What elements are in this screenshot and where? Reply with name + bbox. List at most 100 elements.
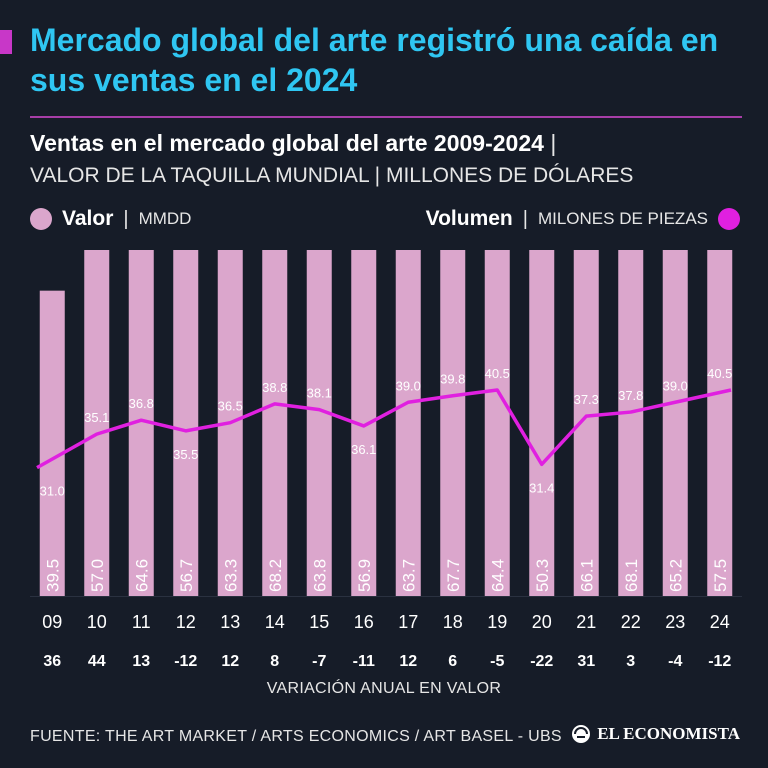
annual-change-15: -7 (312, 653, 326, 670)
volume-label-21: 37.3 (574, 392, 599, 407)
bar-value-label-18: 67.7 (444, 559, 463, 592)
bar-value-20 (529, 250, 555, 596)
bar-value-09 (39, 290, 65, 596)
legend-value-name: Valor (62, 207, 114, 230)
bar-value-10 (84, 250, 110, 596)
publisher-name: EL ECONOMISTA (597, 724, 740, 743)
legend-value-separator: | (123, 207, 129, 230)
x-tick-label-14: 14 (265, 612, 285, 632)
bar-value-17 (395, 250, 421, 596)
legend-volume-name: Volumen (425, 207, 513, 230)
x-tick-label-23: 23 (665, 612, 685, 632)
volume-label-15: 38.1 (307, 386, 332, 401)
x-tick-label-09: 09 (42, 612, 62, 632)
volume-label-17: 39.0 (396, 378, 421, 393)
volume-label-22: 37.8 (618, 388, 643, 403)
bar-value-18 (440, 250, 466, 596)
bar-value-label-11: 64.6 (132, 559, 151, 592)
legend-volume-separator: | (522, 207, 528, 230)
bar-value-label-10: 57.0 (88, 559, 107, 592)
annual-change-20: -22 (530, 653, 553, 670)
legend-volume-swatch-icon (718, 208, 740, 230)
subtitle-separator: | (550, 130, 557, 156)
volume-label-23: 39.0 (663, 378, 688, 393)
annual-change-22: 3 (626, 653, 635, 670)
headline: Mercado global del arte registró una caí… (30, 22, 719, 98)
bar-value-label-22: 68.1 (622, 559, 641, 592)
headline-accent-bar (0, 30, 12, 54)
bar-value-label-21: 66.1 (577, 559, 596, 592)
publisher-logo: EL ECONOMISTA (571, 724, 740, 744)
annual-change-11: 13 (132, 653, 150, 670)
bar-value-label-23: 65.2 (666, 559, 685, 592)
chart-area: 39.5093657.0104464.6111356.712-1263.3131… (30, 250, 742, 670)
bar-value-label-09: 39.5 (43, 559, 62, 592)
annual-change-18: 6 (448, 653, 457, 670)
volume-label-16: 36.1 (351, 442, 376, 457)
volume-label-10: 35.1 (84, 410, 109, 425)
x-tick-label-22: 22 (621, 612, 641, 632)
bar-value-22 (618, 250, 644, 596)
bar-value-12 (173, 250, 199, 597)
x-tick-label-18: 18 (443, 612, 463, 632)
annual-change-21: 31 (577, 653, 595, 670)
bar-value-label-15: 63.8 (310, 559, 329, 592)
x-tick-label-17: 17 (398, 612, 418, 632)
bar-value-14 (262, 250, 288, 597)
volume-label-14: 38.8 (262, 380, 287, 395)
bar-value-label-14: 68.2 (266, 559, 285, 592)
bar-value-21 (573, 250, 599, 596)
legend-value-unit: MMDD (138, 209, 192, 228)
volume-label-13: 36.5 (218, 399, 243, 414)
volume-label-24: 40.5 (707, 366, 732, 381)
x-tick-label-16: 16 (354, 612, 374, 632)
legend-value: Valor | MMDD (30, 205, 191, 233)
annual-change-19: -5 (490, 653, 504, 670)
x-tick-label-19: 19 (487, 612, 507, 632)
annual-change-13: 12 (221, 653, 239, 670)
x-tick-label-15: 15 (309, 612, 329, 632)
bar-value-19 (484, 250, 510, 597)
x-tick-label-13: 13 (220, 612, 240, 632)
bar-value-label-12: 56.7 (177, 559, 196, 592)
bar-value-label-17: 63.7 (399, 559, 418, 592)
chart-title: Ventas en el mercado global del arte 200… (30, 130, 544, 156)
x-tick-label-20: 20 (532, 612, 552, 632)
bar-value-label-13: 63.3 (221, 559, 240, 592)
annual-change-16: -11 (353, 653, 375, 670)
source-note: FUENTE: THE ART MARKET / ARTS ECONOMICS … (30, 728, 562, 745)
x-tick-label-12: 12 (176, 612, 196, 632)
chart-unit-line: VALOR DE LA TAQUILLA MUNDIAL | MILLONES … (30, 164, 634, 187)
annual-change-14: 8 (270, 653, 279, 670)
legend-value-swatch-icon (30, 208, 52, 230)
x-tick-label-11: 11 (132, 612, 151, 632)
bar-value-label-20: 50.3 (533, 559, 552, 592)
globe-logo-icon (572, 725, 591, 743)
volume-label-09: 31.0 (40, 484, 65, 499)
annual-change-12: -12 (174, 653, 197, 670)
header-divider (30, 116, 742, 118)
volume-label-11: 36.8 (129, 396, 154, 411)
chart-subtitle: Ventas en el mercado global del arte 200… (30, 128, 750, 158)
annual-change-09: 36 (43, 653, 61, 670)
legend-volume-unit: MILONES DE PIEZAS (537, 209, 708, 228)
legend-volume: Volumen | MILONES DE PIEZAS (426, 205, 740, 233)
bar-value-label-16: 56.9 (355, 559, 374, 592)
volume-label-18: 39.8 (440, 372, 465, 387)
bar-value-label-19: 64.4 (488, 559, 507, 592)
annual-change-24: -12 (708, 653, 731, 670)
annual-change-23: -4 (668, 653, 682, 670)
annual-change-10: 44 (88, 653, 106, 670)
bar-value-23 (662, 250, 688, 596)
bar-value-15 (306, 250, 332, 597)
volume-series-line (36, 388, 732, 470)
volume-label-12: 35.5 (173, 447, 198, 462)
x-tick-label-21: 21 (576, 612, 596, 632)
annual-change-caption: VARIACIÓN ANUAL EN VALOR (266, 680, 502, 697)
x-tick-label-10: 10 (87, 612, 107, 632)
bar-value-label-24: 57.5 (711, 559, 730, 592)
x-tick-label-24: 24 (710, 612, 730, 632)
volume-label-19: 40.5 (485, 366, 510, 381)
bar-value-24 (707, 250, 733, 596)
volume-label-20: 31.4 (529, 480, 554, 495)
